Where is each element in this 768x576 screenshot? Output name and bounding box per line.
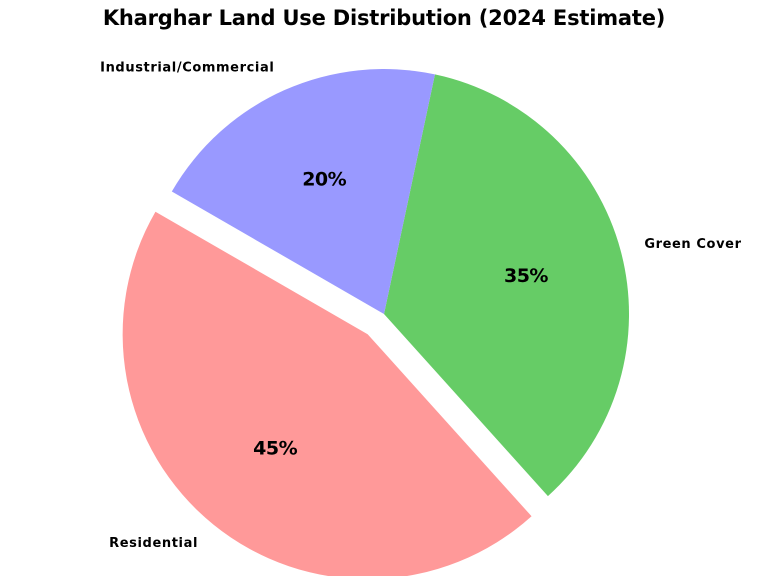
pie-labels: 45% Residential 35% Green Cover 20% Industria… [100, 60, 741, 551]
pie-slice-green-cover [384, 74, 630, 497]
category-label-industrial-commercial: Industrial/Commercial [100, 60, 274, 75]
pct-label-green-cover: 35% [504, 265, 548, 287]
pct-label-industrial-commercial: 20% [302, 169, 346, 191]
pct-label-residential: 45% [253, 437, 297, 459]
chart-title: Kharghar Land Use Distribution (2024 Est… [102, 6, 666, 30]
category-label-residential: Residential [109, 536, 198, 551]
pie-slice-industrial-commercial [171, 68, 435, 315]
pie-slice-residential [122, 211, 532, 576]
pie-slices [122, 68, 630, 576]
category-label-green-cover: Green Cover [644, 237, 741, 252]
